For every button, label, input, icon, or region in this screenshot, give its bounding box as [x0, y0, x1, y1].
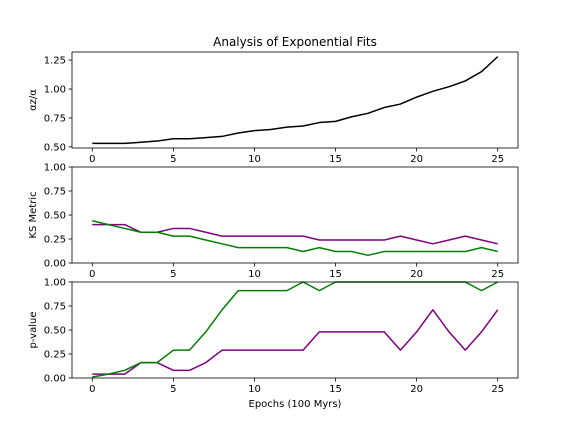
subplot-2: 0 5 10 15 20 25 0.00 0.25 0.50 0.75 1.00 KS Metric — [28, 163, 519, 280]
x-tick-label: 20 — [410, 269, 423, 280]
x-tick-label: 5 — [170, 269, 176, 280]
y-tick-label: 0.25 — [44, 235, 66, 246]
y-tick-label: 0.25 — [44, 350, 66, 361]
x-axis-label: Epochs (100 Myrs) — [249, 399, 342, 410]
series-line-2-2 — [92, 220, 498, 257]
y-tick-label: 0.50 — [44, 211, 66, 222]
x-tick-label: 10 — [248, 269, 261, 280]
x-tick-label: 15 — [329, 269, 342, 280]
y-axis-label: KS Metric — [28, 191, 39, 238]
axes-frame — [71, 51, 519, 149]
x-tick-label: 15 — [329, 384, 342, 395]
y-tick-label: 0.50 — [44, 326, 66, 337]
x-tick-label: 0 — [89, 269, 95, 280]
x-tick-label: 0 — [89, 154, 95, 165]
subplot-1: 0 5 10 15 20 25 0.50 0.75 1.00 1.25 αz/α — [28, 51, 519, 165]
subplot-3: 0 5 10 15 20 25 0.00 0.25 0.50 0.75 1.00 p-value Epo… — [28, 278, 519, 410]
y-tick-label: 0.75 — [44, 302, 66, 313]
x-tick-label: 25 — [491, 154, 504, 165]
series-line-2-1 — [92, 223, 498, 245]
y-tick-label: 0.75 — [44, 187, 66, 198]
series-line-1-1 — [92, 56, 499, 145]
x-tick-label: 5 — [170, 384, 176, 395]
x-tick-label: 20 — [410, 154, 423, 165]
y-tick-label: 0.50 — [44, 142, 66, 153]
x-tick-label: 25 — [491, 269, 504, 280]
x-tick-label: 10 — [248, 154, 261, 165]
y-tick-label: 1.00 — [44, 85, 66, 96]
axes-frame — [71, 166, 519, 264]
y-tick-label: 1.00 — [44, 278, 66, 289]
x-tick-label: 20 — [410, 384, 423, 395]
y-tick-label: 1.25 — [44, 56, 66, 67]
x-tick-label: 5 — [170, 154, 176, 165]
y-tick-label: 1.00 — [44, 163, 66, 174]
y-tick-label: 0.00 — [44, 374, 66, 385]
chart-title: Analysis of Exponential Fits — [213, 35, 377, 49]
y-axis-label: p-value — [28, 311, 39, 348]
x-tick-label: 15 — [329, 154, 342, 165]
y-axis-label: αz/α — [28, 89, 39, 111]
series-line-3-1 — [92, 309, 499, 375]
y-tick-label: 0.75 — [44, 113, 66, 124]
y-tick-label: 0.00 — [44, 259, 66, 270]
x-tick-label: 25 — [491, 384, 504, 395]
x-tick-label: 0 — [89, 384, 95, 395]
series-line-3-2 — [92, 281, 499, 378]
x-tick-label: 10 — [248, 384, 261, 395]
